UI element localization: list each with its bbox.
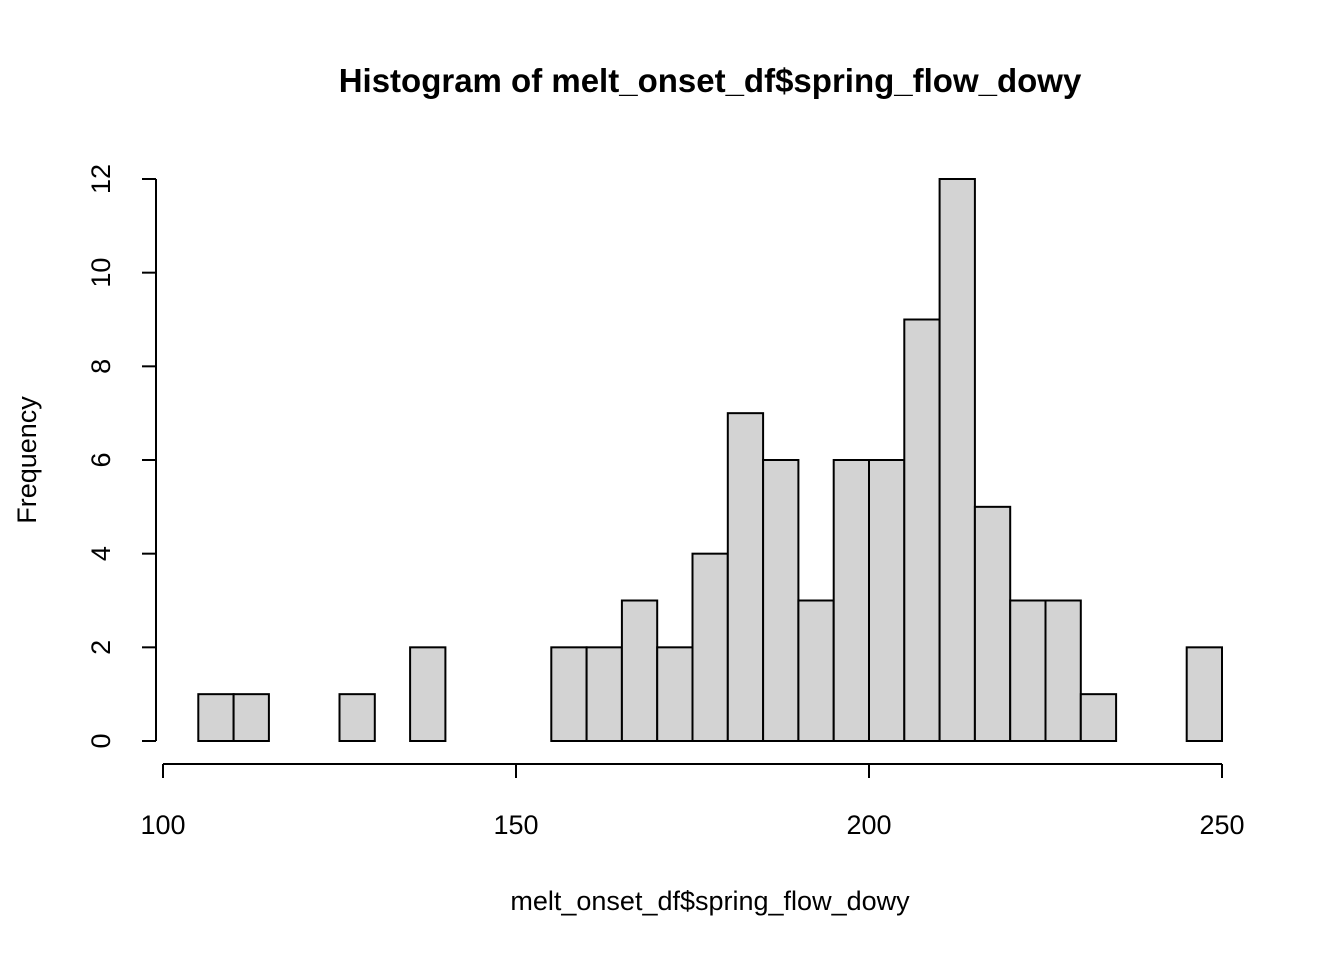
y-tick-label: 2 xyxy=(86,640,116,655)
histogram-bar xyxy=(1009,599,1047,742)
histogram-bar xyxy=(903,318,941,742)
x-axis-label: melt_onset_df$spring_flow_dowy xyxy=(510,886,910,916)
y-tick-label: 0 xyxy=(86,733,116,748)
histogram-bar xyxy=(620,599,659,742)
y-tick-label: 10 xyxy=(86,258,116,288)
histogram-bar xyxy=(1044,599,1082,742)
histogram-bar xyxy=(232,693,270,743)
histogram-bar xyxy=(797,599,835,742)
x-tick-label: 200 xyxy=(846,810,891,840)
histogram-bar xyxy=(656,646,694,742)
x-tick-label: 150 xyxy=(493,810,538,840)
y-tick-label: 8 xyxy=(86,359,116,374)
y-axis: 0 2 4 6 8 10 12 xyxy=(86,164,157,749)
histogram-bar xyxy=(868,459,906,742)
histogram-bar xyxy=(197,693,235,743)
chart-title: Histogram of melt_onset_df$spring_flow_d… xyxy=(339,62,1082,99)
histogram-bar xyxy=(832,459,871,742)
y-tick-label: 12 xyxy=(86,164,116,194)
histogram-bar xyxy=(938,178,976,742)
histogram-bar xyxy=(691,552,729,743)
histogram-bar xyxy=(726,412,765,742)
x-tick-label: 100 xyxy=(140,810,185,840)
histogram-bar xyxy=(409,646,447,742)
y-tick-label: 6 xyxy=(86,452,116,467)
histogram-bar xyxy=(338,693,376,743)
histogram-bar xyxy=(550,646,588,742)
histogram-bar xyxy=(1079,693,1118,743)
histogram-bar xyxy=(1185,646,1223,742)
x-tick-label: 250 xyxy=(1199,810,1244,840)
histogram-bar xyxy=(762,459,800,742)
bars-group xyxy=(197,178,1223,743)
y-axis-label: Frequency xyxy=(12,396,42,524)
histogram-bar xyxy=(585,646,623,742)
x-axis: 100 150 200 250 xyxy=(140,763,1245,840)
histogram-bar xyxy=(973,505,1012,743)
y-tick-label: 4 xyxy=(86,546,116,561)
